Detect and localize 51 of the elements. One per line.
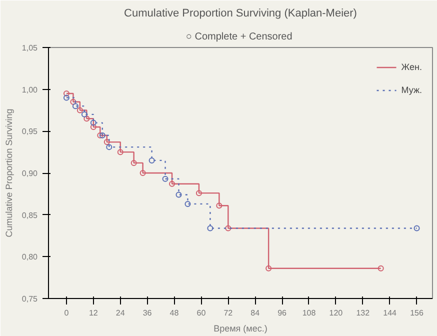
y-tick-label: 0,85 bbox=[22, 210, 38, 220]
x-axis-title: Время (мес.) bbox=[214, 324, 268, 334]
point bbox=[266, 265, 272, 272]
legend-label: Муж. bbox=[401, 85, 422, 95]
point bbox=[90, 124, 96, 130]
y-tick-label: 1,05 bbox=[22, 44, 38, 52]
x-tick-label: 84 bbox=[250, 308, 260, 318]
point bbox=[90, 120, 96, 126]
x-tick-label: 60 bbox=[196, 308, 206, 318]
point bbox=[169, 180, 176, 187]
y-axis-title: Cumulative Proportion Surviving bbox=[4, 108, 14, 238]
x-tick-label: 120 bbox=[329, 308, 344, 318]
point bbox=[176, 192, 182, 198]
point bbox=[216, 202, 222, 209]
x-tick-label: 48 bbox=[170, 308, 180, 318]
point bbox=[76, 107, 83, 114]
chart-subtitle: ○ Complete + Censored bbox=[186, 32, 292, 42]
point bbox=[130, 160, 137, 166]
y-tick-label: 0,95 bbox=[22, 127, 38, 136]
x-tick-label: 108 bbox=[302, 308, 316, 318]
chart-title: Cumulative Proportion Surviving (Kaplan-Meier) bbox=[124, 8, 357, 20]
y-tick-label: 0,75 bbox=[22, 294, 38, 304]
point bbox=[184, 200, 191, 207]
point bbox=[140, 170, 146, 176]
x-tick-label: 72 bbox=[224, 308, 234, 318]
x-tick-label: 132 bbox=[356, 308, 370, 318]
point bbox=[63, 94, 70, 101]
point bbox=[104, 139, 110, 146]
legend-label: Жен. bbox=[401, 62, 422, 72]
point bbox=[106, 144, 112, 150]
x-tick-label: 24 bbox=[116, 308, 126, 318]
x-tick-label: 156 bbox=[410, 308, 424, 318]
x-tick-label: 12 bbox=[88, 308, 98, 318]
point bbox=[225, 225, 232, 232]
point bbox=[196, 190, 202, 196]
point bbox=[84, 116, 90, 122]
x-tick-label: 96 bbox=[278, 308, 288, 318]
point bbox=[162, 176, 168, 182]
x-tick-label: 36 bbox=[142, 308, 152, 318]
point bbox=[72, 103, 78, 110]
point bbox=[117, 149, 124, 156]
y-tick-label: 0,80 bbox=[22, 252, 38, 262]
point bbox=[207, 225, 214, 232]
y-tick-label: 0,90 bbox=[22, 169, 38, 178]
point bbox=[414, 225, 420, 232]
x-tick-label: 0 bbox=[64, 308, 70, 318]
x-tick-label: 144 bbox=[383, 308, 398, 318]
y-tick-label: 1,00 bbox=[22, 85, 38, 94]
point bbox=[148, 157, 155, 164]
point bbox=[70, 98, 76, 105]
point bbox=[81, 111, 88, 118]
